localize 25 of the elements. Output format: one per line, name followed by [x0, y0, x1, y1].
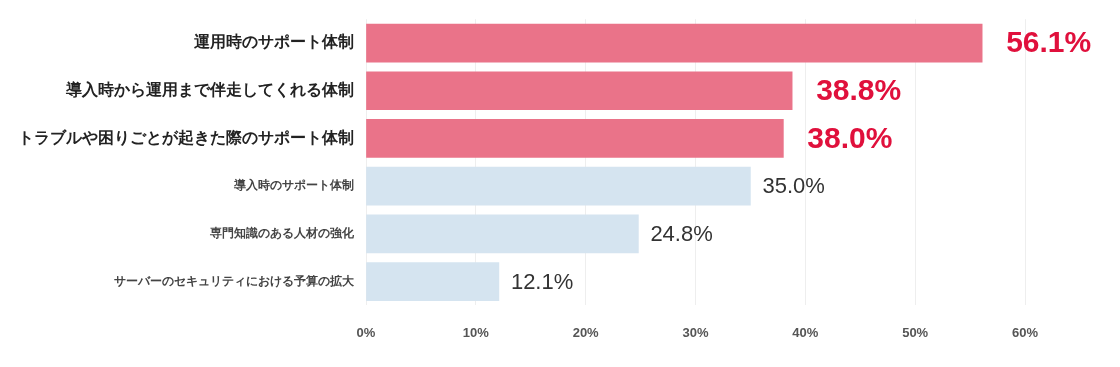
- data-label: 12.1%: [510, 268, 574, 294]
- y-tick-label: 導入時のサポート体制: [233, 178, 354, 193]
- x-tick-label: 30%: [682, 324, 709, 340]
- x-tick-label: 10%: [462, 324, 490, 340]
- bar: [366, 166, 751, 206]
- bar: [366, 71, 793, 111]
- data-label: 35.0%: [762, 173, 825, 199]
- bar: [366, 214, 639, 254]
- bar: [366, 119, 784, 158]
- data-label: 38.8%: [816, 73, 902, 107]
- data-label: 56.1%: [1006, 25, 1092, 59]
- data-label: 24.8%: [650, 220, 713, 246]
- y-tick-label: 運用時のサポート体制: [193, 33, 354, 51]
- x-tick-label: 20%: [572, 324, 600, 340]
- bar: [366, 262, 500, 301]
- y-tick-label: サーバーのセキュリティにおける予算の拡大: [114, 273, 355, 288]
- data-label: 38.0%: [807, 120, 893, 154]
- x-tick-label: 40%: [792, 324, 819, 340]
- x-tick-label: 0%: [356, 324, 376, 340]
- x-tick-label: 60%: [1011, 324, 1039, 340]
- x-tick-label: 50%: [902, 324, 929, 340]
- y-tick-label: トラブルや困りごとが起きた際のサポート体制: [18, 128, 354, 147]
- y-tick-label: 専門知識のある人材の強化: [209, 226, 355, 241]
- bar: [366, 23, 983, 63]
- y-tick-label: 導入時から運用まで伴走してくれる体制: [65, 81, 354, 100]
